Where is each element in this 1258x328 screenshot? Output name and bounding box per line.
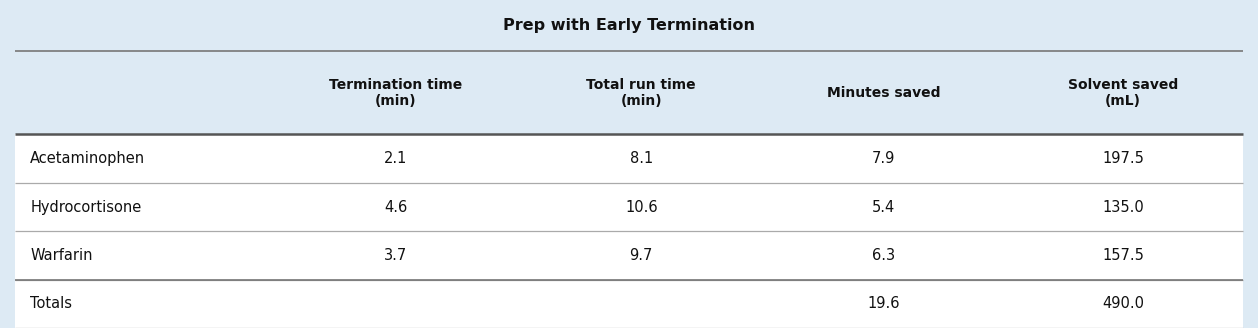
Bar (15, 231, 1243, 279)
Text: Totals: Totals (30, 296, 72, 311)
Text: Termination time
(min): Termination time (min) (330, 77, 463, 108)
Text: 135.0: 135.0 (1102, 199, 1144, 215)
Text: Solvent saved
(mL): Solvent saved (mL) (1068, 77, 1179, 108)
Text: Minutes saved: Minutes saved (827, 86, 941, 100)
Text: 4.6: 4.6 (384, 199, 408, 215)
Bar (15, 183, 1243, 231)
Bar (15, 134, 1243, 183)
Bar (15, 51, 1243, 134)
Bar (15, 0, 1243, 51)
Text: 3.7: 3.7 (384, 248, 408, 263)
Text: 9.7: 9.7 (629, 248, 653, 263)
Text: 10.6: 10.6 (625, 199, 658, 215)
Text: 157.5: 157.5 (1102, 248, 1144, 263)
Text: Total run time
(min): Total run time (min) (586, 77, 696, 108)
Text: Hydrocortisone: Hydrocortisone (30, 199, 141, 215)
Text: 490.0: 490.0 (1102, 296, 1145, 311)
Text: 5.4: 5.4 (872, 199, 896, 215)
Bar (15, 279, 1243, 328)
Text: 6.3: 6.3 (872, 248, 896, 263)
Text: 19.6: 19.6 (868, 296, 899, 311)
Text: Acetaminophen: Acetaminophen (30, 151, 146, 166)
Text: 197.5: 197.5 (1102, 151, 1144, 166)
Text: Warfarin: Warfarin (30, 248, 93, 263)
Text: 7.9: 7.9 (872, 151, 896, 166)
Text: Prep with Early Termination: Prep with Early Termination (503, 18, 755, 33)
Text: 8.1: 8.1 (630, 151, 653, 166)
Text: 2.1: 2.1 (384, 151, 408, 166)
